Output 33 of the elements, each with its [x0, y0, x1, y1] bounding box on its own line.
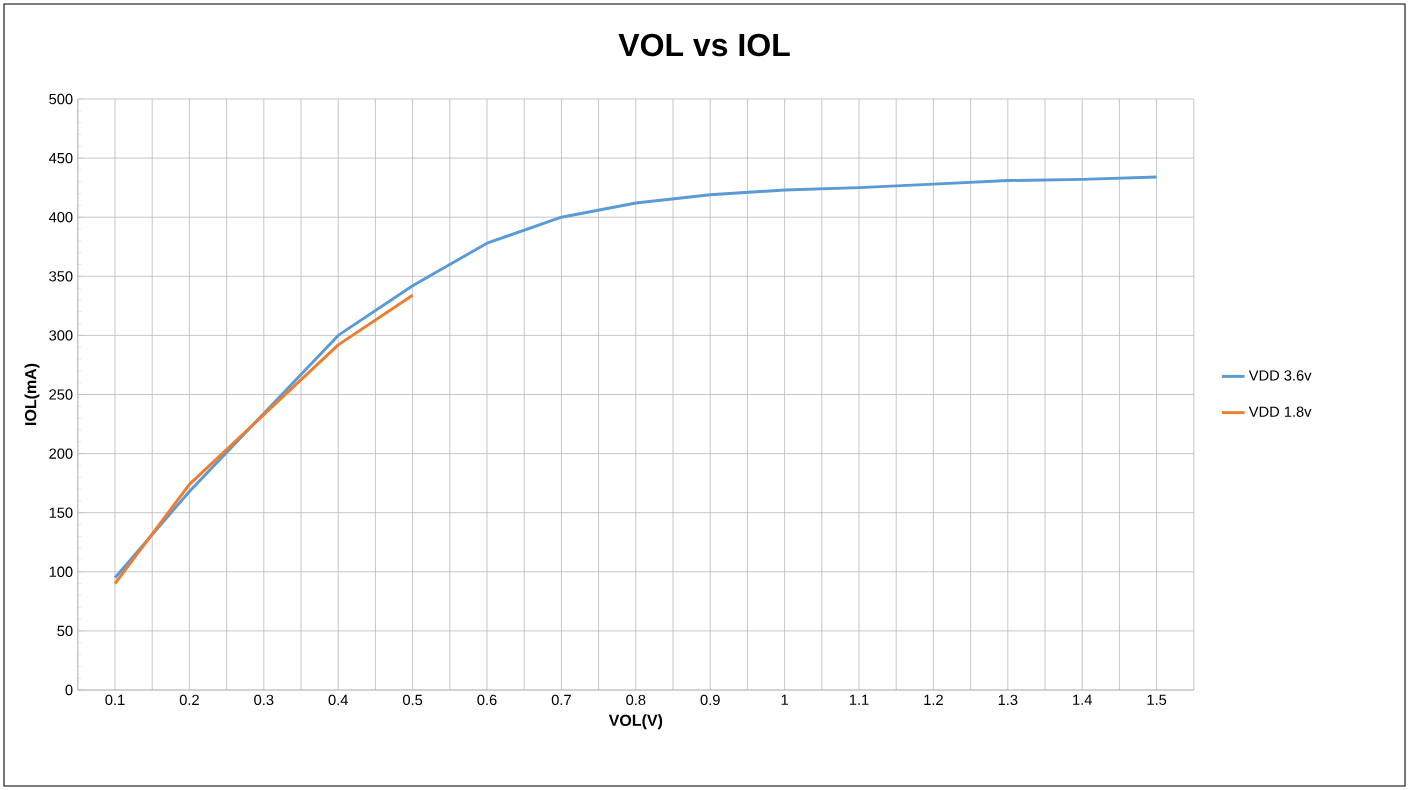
y-tick-label: 500 — [49, 93, 73, 105]
x-tick-label: 0.4 — [328, 694, 348, 706]
y-tick-label: 0 — [65, 684, 73, 696]
x-axis-title: VOL(V) — [608, 714, 663, 730]
x-tick-label: 0.7 — [551, 694, 571, 706]
x-tick-label: 1.2 — [924, 694, 943, 705]
line-series — [113, 293, 415, 586]
y-tick-label: 450 — [48, 152, 73, 164]
y-tick-label: 50 — [57, 625, 73, 637]
y-tick-label: 300 — [49, 330, 73, 341]
x-tick-label: 0.6 — [477, 694, 497, 706]
x-tick-label: 1.1 — [849, 694, 869, 705]
x-tick-label: 0.3 — [254, 694, 274, 706]
y-tick-label: 250 — [49, 389, 73, 400]
y-tick-label: 100 — [49, 566, 73, 577]
x-tick-label: 0.2 — [179, 694, 199, 706]
legend-label: VDD 1.8v — [1248, 406, 1312, 417]
y-tick-label: 350 — [49, 271, 73, 282]
x-tick-label: 1.3 — [998, 694, 1018, 706]
chart-title: VOL vs IOL — [618, 33, 790, 57]
y-tick-label: 200 — [49, 448, 73, 459]
x-tick-label: 1.5 — [1147, 694, 1167, 705]
y-tick-label: 150 — [49, 507, 73, 518]
y-tick-label: 400 — [48, 212, 73, 223]
y-axis-title: IOL(mA) — [24, 363, 40, 425]
legend-label: VDD 3.6v — [1248, 370, 1312, 381]
x-tick-label: 0.9 — [700, 694, 720, 706]
x-tick-label: 1.4 — [1073, 694, 1092, 705]
x-tick-label: 0.1 — [105, 694, 125, 706]
x-tick-label: 1 — [781, 694, 788, 705]
line-series — [113, 175, 1159, 580]
x-tick-label: 0.5 — [402, 694, 423, 706]
x-tick-label: 0.8 — [626, 694, 646, 706]
